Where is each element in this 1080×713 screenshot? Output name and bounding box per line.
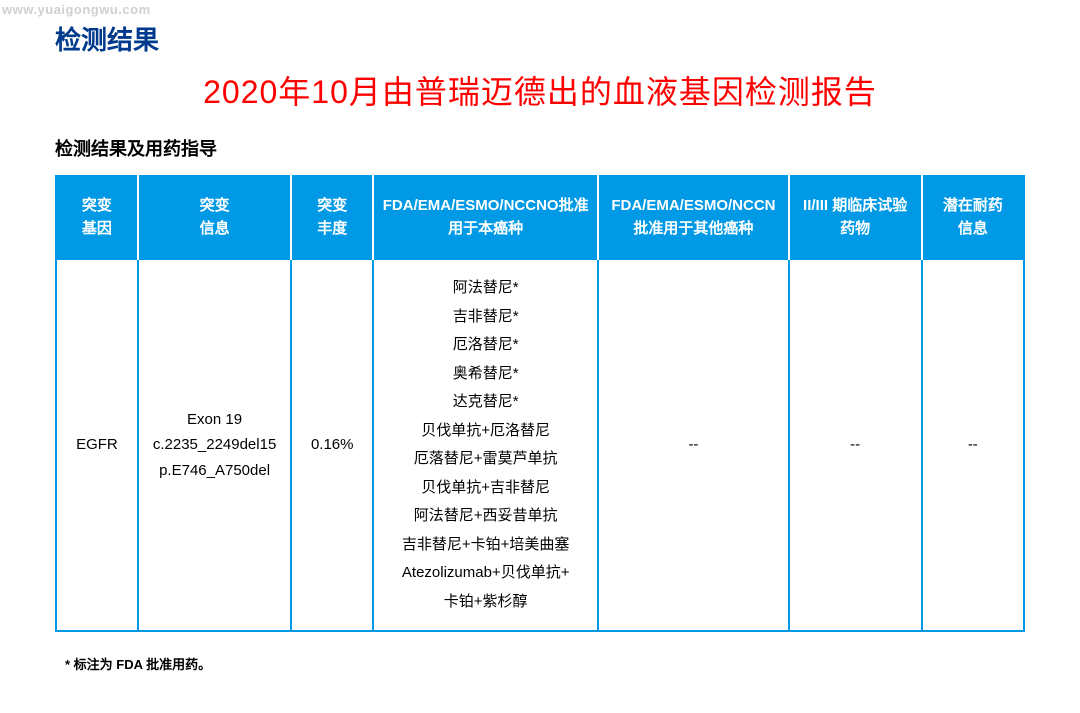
drug-item: 吉非替尼* bbox=[382, 303, 589, 332]
table-header-row: 突变基因 突变信息 突变丰度 FDA/EMA/ESMO/NCCNO批准用于本癌种… bbox=[56, 176, 1024, 259]
page-container: 检测结果 2020年10月由普瑞迈德出的血液基因检测报告 检测结果及用药指导 突… bbox=[0, 0, 1080, 683]
drug-item: Atezolizumab+贝伐单抗+ bbox=[382, 559, 589, 588]
drug-item: 奥希替尼* bbox=[382, 360, 589, 389]
drug-item: 卡铂+紫杉醇 bbox=[382, 588, 589, 617]
mutation-line: c.2235_2249del15 bbox=[147, 432, 282, 458]
cell-clinical-trial: -- bbox=[789, 259, 922, 631]
drug-item: 贝伐单抗+厄洛替尼 bbox=[382, 417, 589, 446]
cell-drugs-this: 阿法替尼* 吉非替尼* 厄洛替尼* 奥希替尼* 达克替尼* 贝伐单抗+厄洛替尼 … bbox=[373, 259, 598, 631]
col-header-resist: 潜在耐药信息 bbox=[922, 176, 1024, 259]
col-header-info: 突变信息 bbox=[138, 176, 291, 259]
report-title: 2020年10月由普瑞迈德出的血液基因检测报告 bbox=[55, 67, 1025, 113]
cell-frequency: 0.16% bbox=[291, 259, 373, 631]
drug-item: 吉非替尼+卡铂+培美曲塞 bbox=[382, 531, 589, 560]
sub-title: 检测结果及用药指导 bbox=[55, 135, 1025, 161]
section-title: 检测结果 bbox=[55, 20, 1025, 57]
mutation-line: p.E746_A750del bbox=[147, 458, 282, 484]
results-table: 突变基因 突变信息 突变丰度 FDA/EMA/ESMO/NCCNO批准用于本癌种… bbox=[55, 175, 1025, 632]
col-header-freq: 突变丰度 bbox=[291, 176, 373, 259]
drug-item: 厄落替尼+雷莫芦单抗 bbox=[382, 445, 589, 474]
drug-item: 达克替尼* bbox=[382, 388, 589, 417]
footnote: * 标注为 FDA 批准用药。 bbox=[55, 654, 1025, 673]
drug-item: 贝伐单抗+吉非替尼 bbox=[382, 474, 589, 503]
col-header-trial: II/III 期临床试验药物 bbox=[789, 176, 922, 259]
watermark: www.yuaigongwu.com bbox=[2, 2, 151, 17]
drug-item: 阿法替尼* bbox=[382, 274, 589, 303]
cell-drugs-other: -- bbox=[598, 259, 788, 631]
col-header-fda-other: FDA/EMA/ESMO/NCCN 批准用于其他癌种 bbox=[598, 176, 788, 259]
cell-resistance: -- bbox=[922, 259, 1024, 631]
drug-item: 厄洛替尼* bbox=[382, 331, 589, 360]
cell-mutation-info: Exon 19 c.2235_2249del15 p.E746_A750del bbox=[138, 259, 291, 631]
drug-item: 阿法替尼+西妥昔单抗 bbox=[382, 502, 589, 531]
col-header-gene: 突变基因 bbox=[56, 176, 138, 259]
cell-gene: EGFR bbox=[56, 259, 138, 631]
mutation-line: Exon 19 bbox=[147, 407, 282, 433]
table-row: EGFR Exon 19 c.2235_2249del15 p.E746_A75… bbox=[56, 259, 1024, 631]
col-header-fda-this: FDA/EMA/ESMO/NCCNO批准用于本癌种 bbox=[373, 176, 598, 259]
